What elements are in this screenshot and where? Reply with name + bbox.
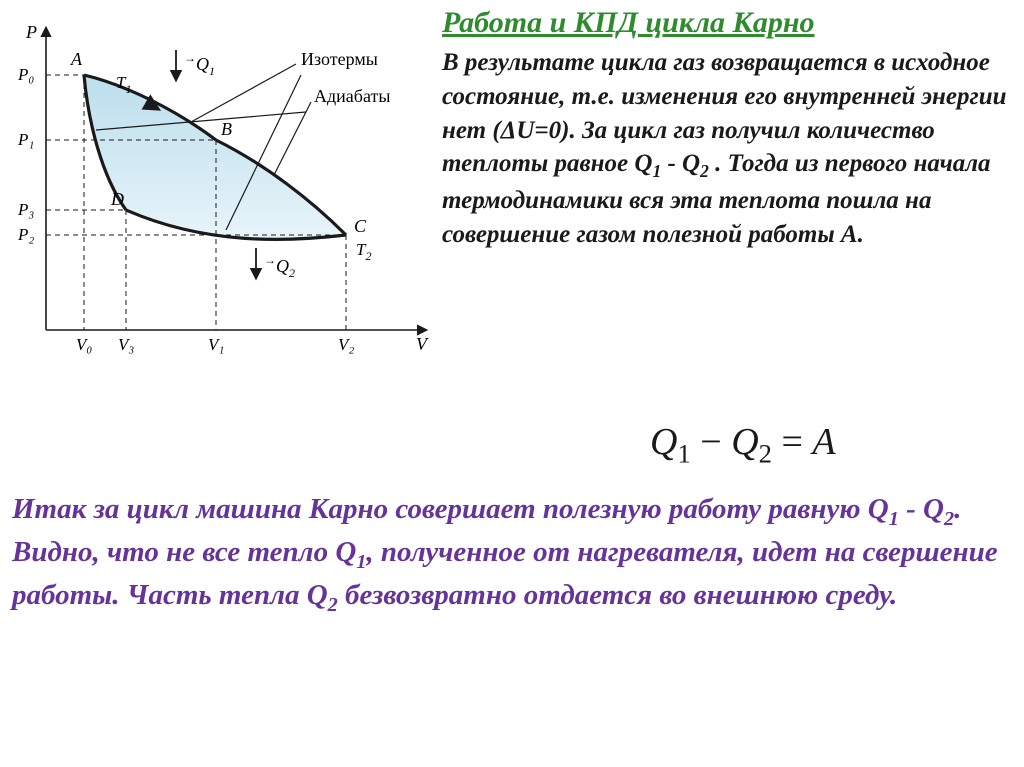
p-axis-label: P: [25, 22, 37, 42]
f-s1: 1: [677, 439, 690, 469]
f-q2: Q: [731, 421, 758, 463]
adiabat-label: Адиабаты: [314, 86, 390, 106]
f-a: A: [812, 421, 835, 463]
p2-label: P₂: [17, 225, 34, 244]
p1-s2: 2: [700, 161, 709, 181]
f-minus: −: [691, 421, 731, 463]
p2-a: Итак за цикл машина Карно совершает поле…: [12, 493, 889, 525]
f-s2: 2: [759, 439, 772, 469]
f-q1: Q: [650, 421, 677, 463]
isotherm-label: Изотермы: [301, 49, 378, 69]
p2-s1: 1: [889, 508, 899, 530]
p1-label: P₁: [17, 130, 34, 149]
point-d: D: [110, 189, 124, 209]
v0-label: V₀: [76, 335, 92, 354]
v2-label: V₂: [338, 335, 354, 354]
p2-s2: 2: [944, 508, 954, 530]
paragraph-2: Итак за цикл машина Карно совершает поле…: [12, 490, 1012, 620]
v1-label: V₁: [208, 335, 224, 354]
v-tick-labels: V₀ V₃ V₁ V₂: [76, 335, 354, 354]
q2-label: →Q2: [264, 253, 295, 280]
p2-e: безвозвратно отдается во внешнюю среду.: [338, 579, 897, 611]
slide: { "title": { "text": "Работа и КПД цикла…: [0, 0, 1024, 767]
p0-label: P₀: [17, 65, 34, 84]
q2-arrow: →Q2: [256, 248, 295, 280]
p1-b: - Q: [661, 150, 700, 177]
f-eq: =: [772, 421, 812, 463]
q1-arrow: →Q1: [176, 50, 215, 80]
v3-label: V₃: [118, 335, 134, 354]
work-formula: Q1 − Q2 = A: [650, 420, 836, 470]
p2-s1b: 1: [356, 551, 366, 573]
page-title: Работа и КПД цикла Карно: [442, 6, 815, 40]
p1-s1: 1: [652, 161, 661, 181]
p3-label: P₃: [17, 200, 34, 219]
point-a: A: [70, 49, 83, 69]
p2-b: - Q: [899, 493, 944, 525]
q1-label: →Q1: [184, 51, 215, 78]
v-axis-label: V: [416, 334, 429, 354]
t2-label: T2: [356, 240, 371, 263]
point-c: C: [354, 216, 367, 236]
carnot-pv-diagram: P V P₀ P₁ P₃ P₂ V₀ V₃ V₁ V₂ A B C D: [6, 20, 442, 370]
p-tick-labels: P₀ P₁ P₃ P₂: [17, 65, 34, 244]
point-b: B: [221, 119, 232, 139]
carnot-cycle-area: [84, 75, 346, 239]
p2-s2b: 2: [328, 594, 338, 616]
paragraph-1: В результате цикла газ возвращается в ис…: [442, 46, 1022, 251]
